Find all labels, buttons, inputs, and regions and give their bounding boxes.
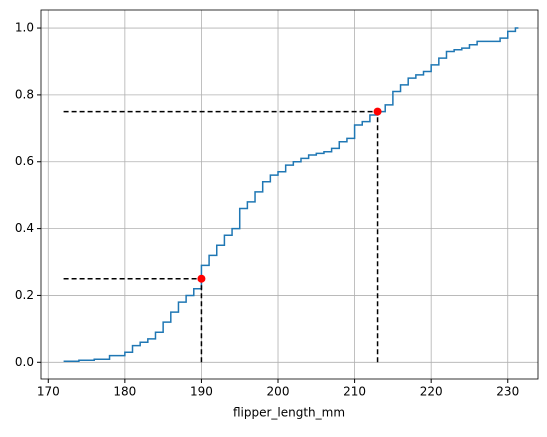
x-tick-label: 190	[190, 385, 213, 399]
x-tick-label: 220	[420, 385, 443, 399]
y-tick-label: 0.2	[15, 288, 34, 302]
x-axis-label: flipper_length_mm	[233, 406, 345, 420]
y-tick-label: 0.8	[15, 87, 34, 101]
plot-frame	[40, 9, 539, 380]
y-tick-label: 0.0	[15, 355, 34, 369]
x-tick-label: 180	[113, 385, 136, 399]
y-tick-label: 1.0	[15, 21, 34, 35]
y-tick-label: 0.6	[15, 154, 34, 168]
y-tick-label: 0.4	[15, 221, 34, 235]
quantile-marker	[197, 274, 206, 283]
ecdf-line	[63, 27, 519, 363]
x-tick-label: 210	[343, 385, 366, 399]
x-tick-label: 200	[267, 385, 290, 399]
quantile-marker	[373, 107, 382, 116]
x-tick-label: 170	[37, 385, 60, 399]
x-tick-label: 230	[496, 385, 519, 399]
